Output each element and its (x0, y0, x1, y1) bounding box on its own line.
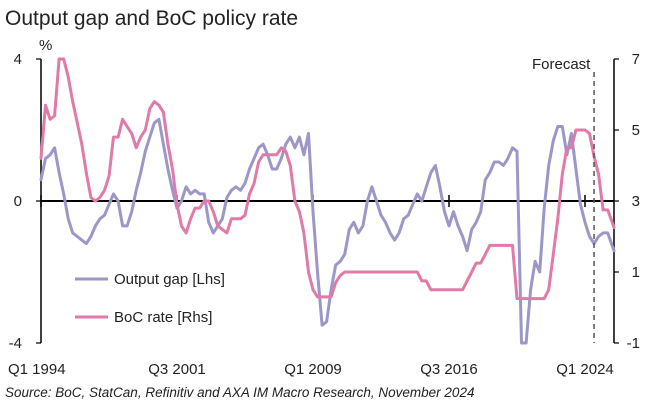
series-boc-rate-line (39, 57, 616, 301)
x-tick-label: Q1 2009 (284, 361, 342, 378)
series-layer (39, 57, 616, 345)
x-tick-label: Q3 2001 (148, 361, 206, 378)
axes: 4 0 -4 7 5 3 1 -1 Q1 1994 Q3 2001 Q1 2009 Q3 2016 Q1… (8, 51, 640, 378)
left-tick-label: 4 (14, 51, 22, 68)
legend: Output gap [Lhs] BoC rate [Rhs] (75, 271, 225, 326)
chart-title: Output gap and BoC policy rate (5, 7, 298, 30)
right-tick-label: 7 (632, 51, 640, 68)
series-output-gap-line (39, 117, 616, 345)
left-axis-unit: % (39, 37, 52, 54)
right-tick-label: 1 (632, 264, 640, 281)
x-tick-label: Q1 2024 (556, 361, 614, 378)
legend-label-boc-rate: BoC rate [Rhs] (114, 309, 212, 326)
right-tick-label: -1 (627, 335, 640, 352)
left-tick-label: 0 (14, 193, 22, 210)
right-tick-label: 5 (632, 122, 640, 139)
source-note: Source: BoC, StatCan, Refinitiv and AXA … (5, 385, 474, 400)
x-tick-label: Q3 2016 (420, 361, 478, 378)
right-tick-label: 3 (632, 193, 640, 210)
left-tick-label: -4 (9, 335, 22, 352)
forecast-label: Forecast (532, 56, 591, 73)
legend-label-output-gap: Output gap [Lhs] (114, 271, 225, 288)
x-tick-label: Q1 1994 (8, 361, 66, 378)
